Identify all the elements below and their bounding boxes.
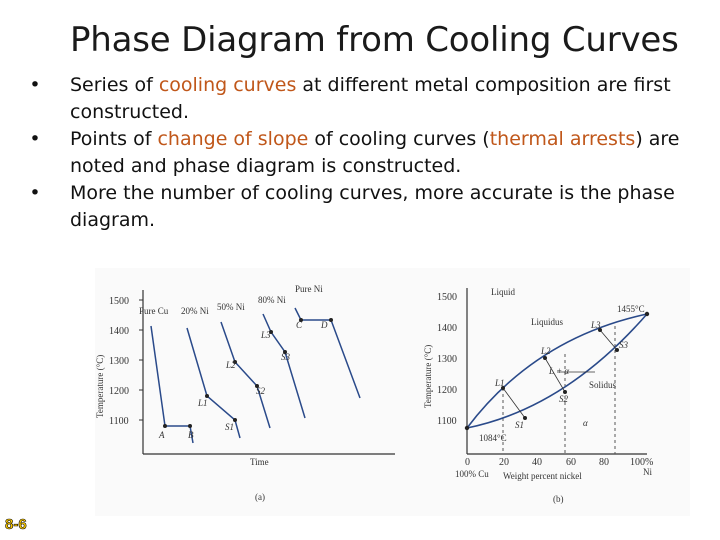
cooling-curve — [220, 321, 271, 429]
y-tick: 1300 — [437, 354, 457, 365]
y-tick: 1200 — [109, 386, 129, 397]
point-label: S3 — [281, 352, 291, 362]
bullet-item: • Series of cooling curves at different … — [29, 74, 671, 123]
x-left-label: 100% Cu — [455, 469, 489, 479]
x-tick: 60 — [566, 457, 576, 468]
x-tick: 20 — [499, 457, 509, 468]
point-label: S3 — [619, 340, 629, 350]
page-title: Phase Diagram from Cooling Curves — [70, 20, 679, 60]
cooling-curve — [294, 307, 361, 399]
bullet-item: • Points of change of slope of cooling c… — [29, 128, 680, 177]
curve-label-50-ni: 50% Ni — [217, 302, 245, 312]
x-tick: 100% — [630, 457, 653, 468]
cooling-curve — [186, 327, 241, 439]
highlight-text: change of slope — [157, 128, 309, 150]
y-axis-label: Temperature (°C) — [423, 345, 433, 408]
region-l-alpha: L + α — [548, 366, 569, 376]
curve-label-80-ni: 80% Ni — [258, 295, 286, 305]
x-axis-label: Weight percent nickel — [503, 471, 582, 481]
cooling-curves-plot: 1500 1400 1300 1200 1100 Temperature (°C… — [95, 284, 395, 502]
y-tick: 1100 — [109, 416, 129, 427]
curve-label-20-ni: 20% Ni — [181, 306, 209, 316]
point-label: L2 — [540, 346, 551, 356]
x-tick: 40 — [532, 457, 542, 468]
liquidus-line — [466, 313, 648, 429]
point-label: L1 — [197, 398, 208, 408]
region-solidus: Solidus — [589, 380, 617, 390]
solidus-line — [466, 313, 648, 429]
x-tick: 80 — [599, 457, 609, 468]
y-tick: 1100 — [437, 416, 457, 427]
point-label: L3 — [260, 330, 271, 340]
y-tick: 1400 — [437, 323, 457, 334]
x-tick: 0 — [465, 457, 470, 468]
point-label: L1 — [494, 378, 505, 388]
point-label: B — [188, 430, 194, 440]
point-label: S1 — [515, 420, 524, 430]
curve-label-pure-cu: Pure Cu — [139, 306, 169, 316]
cooling-curve — [150, 325, 194, 444]
y-tick: 1300 — [109, 356, 129, 367]
region-alpha: α — [583, 418, 588, 428]
bullet-dot: • — [29, 182, 41, 204]
region-liquidus: Liquidus — [531, 317, 563, 327]
highlight-text: thermal arrests — [489, 128, 636, 150]
annotation-1084: 1084°C — [479, 433, 507, 443]
bullet-list: • Series of cooling curves at different … — [28, 72, 698, 234]
slide-number: 8-6 — [5, 516, 27, 534]
point-label: S1 — [225, 422, 234, 432]
point-label: A — [158, 430, 165, 440]
bullet-dot: • — [29, 74, 41, 96]
curve-label-pure-ni: Pure Ni — [295, 284, 323, 294]
point-label: S2 — [256, 386, 266, 396]
point-label: D — [320, 320, 328, 330]
cooling-curve — [262, 313, 306, 419]
y-axis-label: Temperature (°C) — [95, 355, 105, 418]
phase-diagram-figure: 1500 1400 1300 1200 1100 Temperature (°C… — [95, 268, 690, 516]
point-label: C — [296, 320, 303, 330]
bullet-item: • More the number of cooling curves, mor… — [29, 182, 675, 231]
region-liquid: Liquid — [491, 287, 515, 297]
bullet-dot: • — [29, 128, 41, 150]
highlight-text: cooling curves — [158, 74, 297, 96]
y-tick: 1500 — [109, 296, 129, 307]
x-axis-label: Time — [250, 457, 269, 467]
point-label: S2 — [559, 394, 569, 404]
y-tick: 1500 — [437, 292, 457, 303]
y-tick: 1400 — [109, 326, 129, 337]
annotation-1455: 1455°C — [617, 304, 645, 314]
point-label: L2 — [225, 360, 236, 370]
x-right-label: Ni — [643, 467, 652, 477]
figure-caption: (b) — [553, 494, 564, 504]
y-tick: 1200 — [437, 385, 457, 396]
figure-caption: (a) — [255, 492, 265, 502]
phase-diagram-plot: 1500 1400 1300 1200 1100 Temperature (°C… — [423, 287, 653, 504]
point-label: L3 — [590, 320, 601, 330]
